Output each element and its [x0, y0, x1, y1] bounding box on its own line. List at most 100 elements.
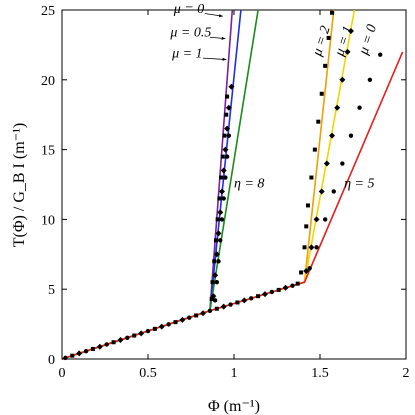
marker-square — [194, 313, 199, 318]
y-tick-label: 0 — [48, 353, 55, 368]
marker-square — [212, 259, 217, 264]
marker-square — [224, 112, 229, 117]
marker-diamond — [344, 48, 351, 55]
annotation-arrowhead — [218, 14, 223, 18]
marker-square — [295, 281, 300, 286]
annotation-label: η = 5 — [344, 176, 374, 191]
x-tick-label: 1.5 — [311, 366, 329, 381]
marker-circle — [348, 133, 354, 138]
marker-square — [213, 238, 218, 243]
marker-diamond — [220, 303, 227, 310]
marker-circle — [314, 245, 319, 250]
marker-diamond — [329, 132, 336, 139]
marker-circle — [223, 175, 228, 180]
marker-square — [220, 154, 225, 159]
marker-circle — [219, 217, 225, 222]
rotated-annotation-label: μ = 0 — [356, 23, 380, 58]
marker-circle — [357, 105, 362, 110]
marker-diamond — [313, 216, 320, 223]
annotation-label: η = 8 — [234, 176, 264, 191]
marker-square — [304, 224, 309, 229]
annotation-label: μ = 0.5 — [169, 26, 211, 41]
marker-diamond — [76, 350, 83, 357]
marker-diamond — [212, 272, 219, 279]
x-tick-label: 0.5 — [139, 366, 157, 381]
marker-square — [111, 340, 116, 345]
marker-diamond — [210, 293, 217, 300]
marker-diamond — [261, 291, 268, 298]
marker-diamond — [339, 76, 346, 83]
marker-square — [305, 203, 310, 208]
marker-circle — [226, 133, 232, 138]
marker-diamond — [215, 230, 222, 237]
marker-circle — [331, 189, 336, 194]
marker-diamond — [308, 244, 315, 251]
marker-circle — [125, 335, 130, 340]
marker-square — [215, 217, 220, 222]
marker-square — [256, 294, 261, 299]
marker-square — [302, 245, 307, 250]
marker-diamond — [218, 188, 225, 195]
marker-diamond — [200, 310, 207, 317]
marker-square — [276, 287, 281, 292]
marker-circle — [104, 342, 109, 347]
marker-circle — [83, 348, 89, 354]
series-line-1 — [61, 9, 242, 360]
marker-circle — [307, 266, 312, 271]
marker-square — [323, 63, 328, 68]
marker-square — [326, 35, 331, 40]
series-line-3 — [61, 9, 335, 360]
marker-circle — [218, 238, 223, 243]
marker-square — [299, 270, 304, 275]
marker-square — [225, 94, 230, 99]
marker-square — [90, 346, 95, 351]
marker-diamond — [303, 268, 310, 275]
y-tick-label: 10 — [41, 213, 55, 228]
marker-square — [210, 280, 215, 285]
marker-square — [214, 306, 219, 311]
marker-diamond — [347, 27, 354, 34]
marker-circle — [187, 315, 192, 320]
y-tick-label: 25 — [41, 4, 55, 19]
annotation-label: μ = 0 — [173, 2, 204, 17]
marker-diamond — [241, 297, 248, 304]
marker-square — [222, 133, 227, 138]
marker-square — [330, 10, 335, 15]
marker-square — [217, 196, 222, 201]
marker-diamond — [117, 337, 124, 344]
marker-layer — [63, 10, 383, 361]
x-tick-label: 0 — [59, 366, 66, 381]
marker-circle — [367, 77, 373, 83]
marker-circle — [145, 328, 151, 334]
marker-circle — [216, 259, 221, 264]
y-tick-label: 5 — [48, 283, 55, 298]
marker-square — [235, 300, 240, 305]
marker-diamond — [213, 251, 220, 258]
marker-circle — [212, 298, 218, 303]
marker-circle — [207, 308, 213, 314]
annotation-label: μ = 1 — [171, 46, 202, 61]
marker-square — [173, 320, 178, 325]
y-tick-label: 15 — [41, 144, 55, 159]
marker-square — [312, 147, 317, 152]
marker-diamond — [282, 284, 289, 291]
marker-square — [209, 296, 214, 301]
marker-diamond — [220, 167, 227, 174]
marker-circle — [214, 280, 219, 285]
marker-square — [319, 91, 324, 96]
marker-diamond — [225, 104, 232, 111]
x-tick-label: 2 — [403, 366, 410, 381]
x-axis-label: Φ (m⁻¹) — [208, 398, 260, 415]
marker-square — [70, 353, 75, 358]
marker-diamond — [179, 316, 186, 323]
marker-square — [132, 333, 137, 338]
marker-circle — [221, 196, 226, 201]
marker-diamond — [96, 343, 103, 350]
marker-circle — [290, 283, 295, 288]
marker-circle — [322, 217, 328, 222]
marker-circle — [166, 322, 171, 327]
y-axis-label: T(Φ) / G_B I (m⁻¹) — [11, 123, 28, 247]
marker-diamond — [222, 146, 229, 153]
